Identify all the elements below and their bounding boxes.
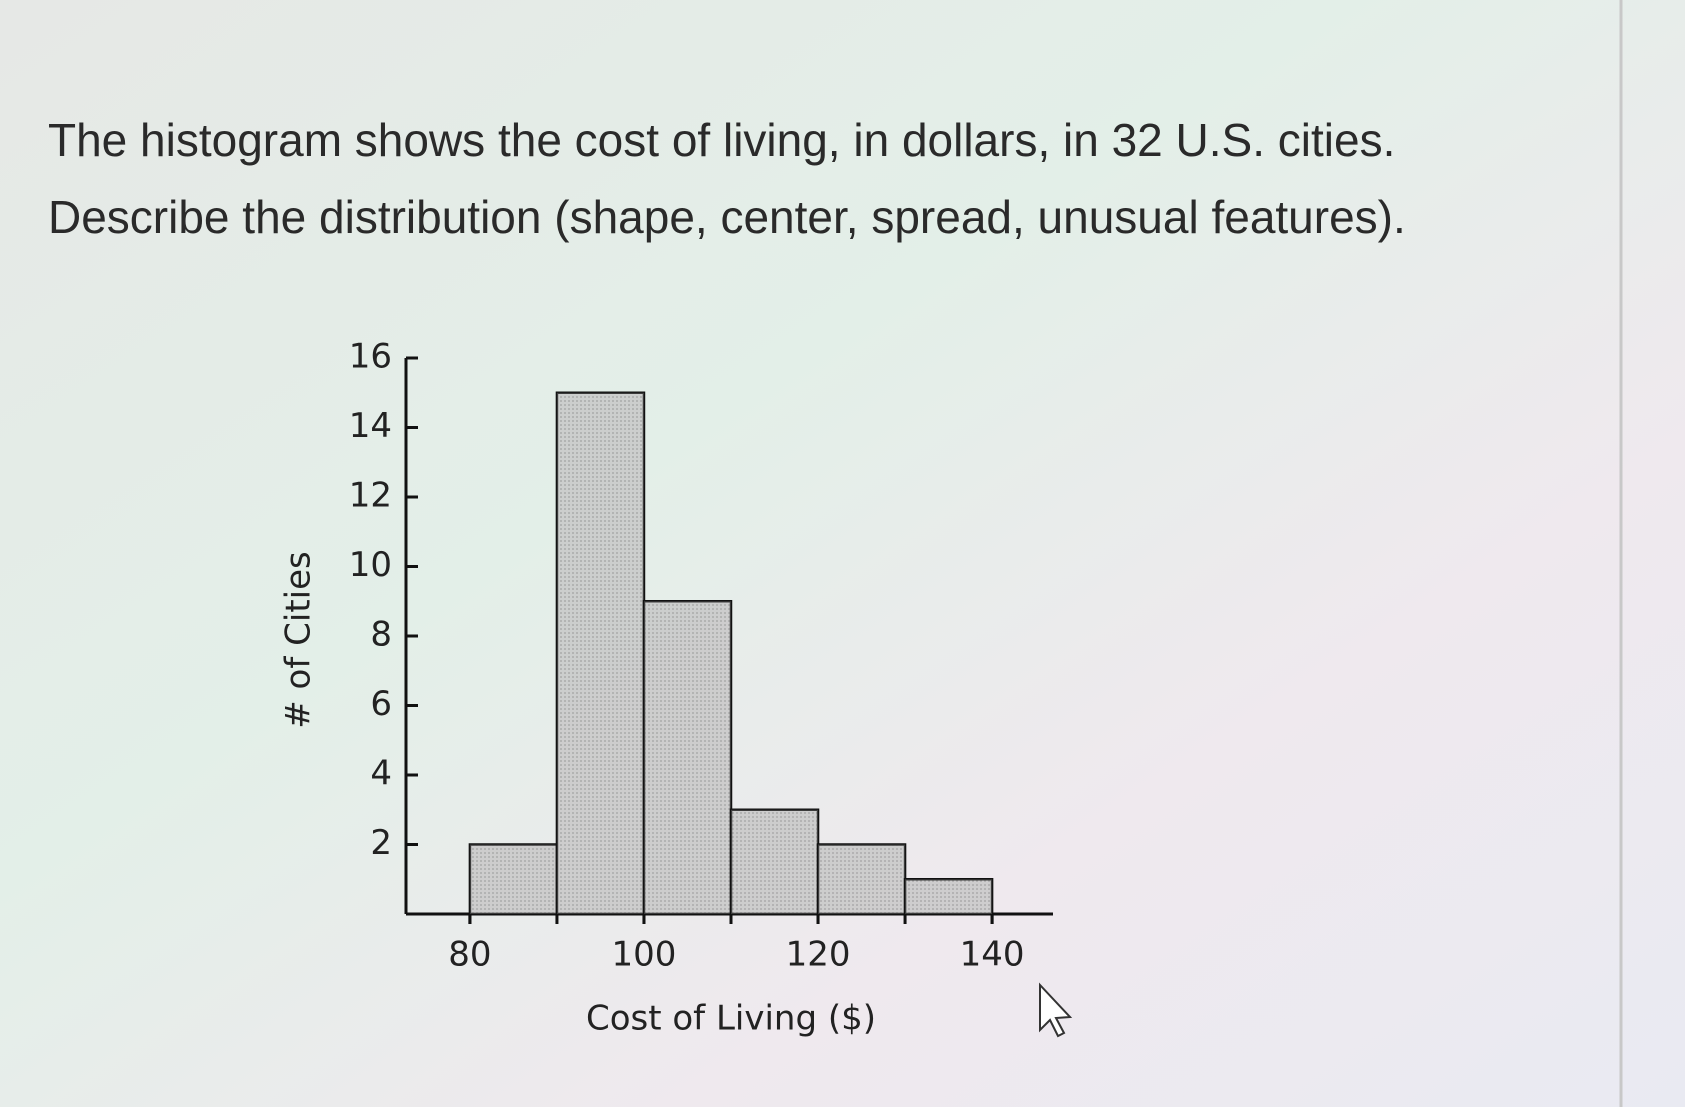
bar [816,843,907,916]
y-tick-label: 6 [370,684,392,724]
x-tick-label: 100 [612,935,677,975]
bar [555,391,646,916]
bar-tint [731,809,819,914]
x-tick-label: 120 [786,935,851,975]
y-tick-label: 16 [349,337,392,377]
y-tick-label: 4 [370,754,392,794]
question-line: Describe the distribution (shape, center… [48,191,1406,243]
x-tick-label: 80 [448,935,491,975]
bar [903,878,994,916]
x-tick-label: 140 [960,935,1025,975]
bar-tint [556,392,644,914]
y-axis-label: # of Cities [279,551,319,728]
x-axis-label: Cost of Living ($) [586,999,876,1039]
question-line: The histogram shows the cost of living, … [48,114,1395,166]
mouse-cursor [1039,982,1073,1038]
y-tick-label: 14 [349,406,392,446]
bar-tint [905,879,993,914]
bar-tint [643,601,731,914]
y-tick-label: 8 [370,615,392,655]
bar-tint [818,844,906,914]
bar [642,600,733,916]
histogram: 2 4 6 8 10 12 14 16 80 100 120 140 Cost of Living ($… [279,337,1053,1039]
y-tick-label: 12 [349,476,392,516]
y-tick-label: 2 [370,823,392,863]
bar [729,808,820,916]
y-tick-label: 10 [349,545,392,585]
bar-tint [469,844,557,914]
